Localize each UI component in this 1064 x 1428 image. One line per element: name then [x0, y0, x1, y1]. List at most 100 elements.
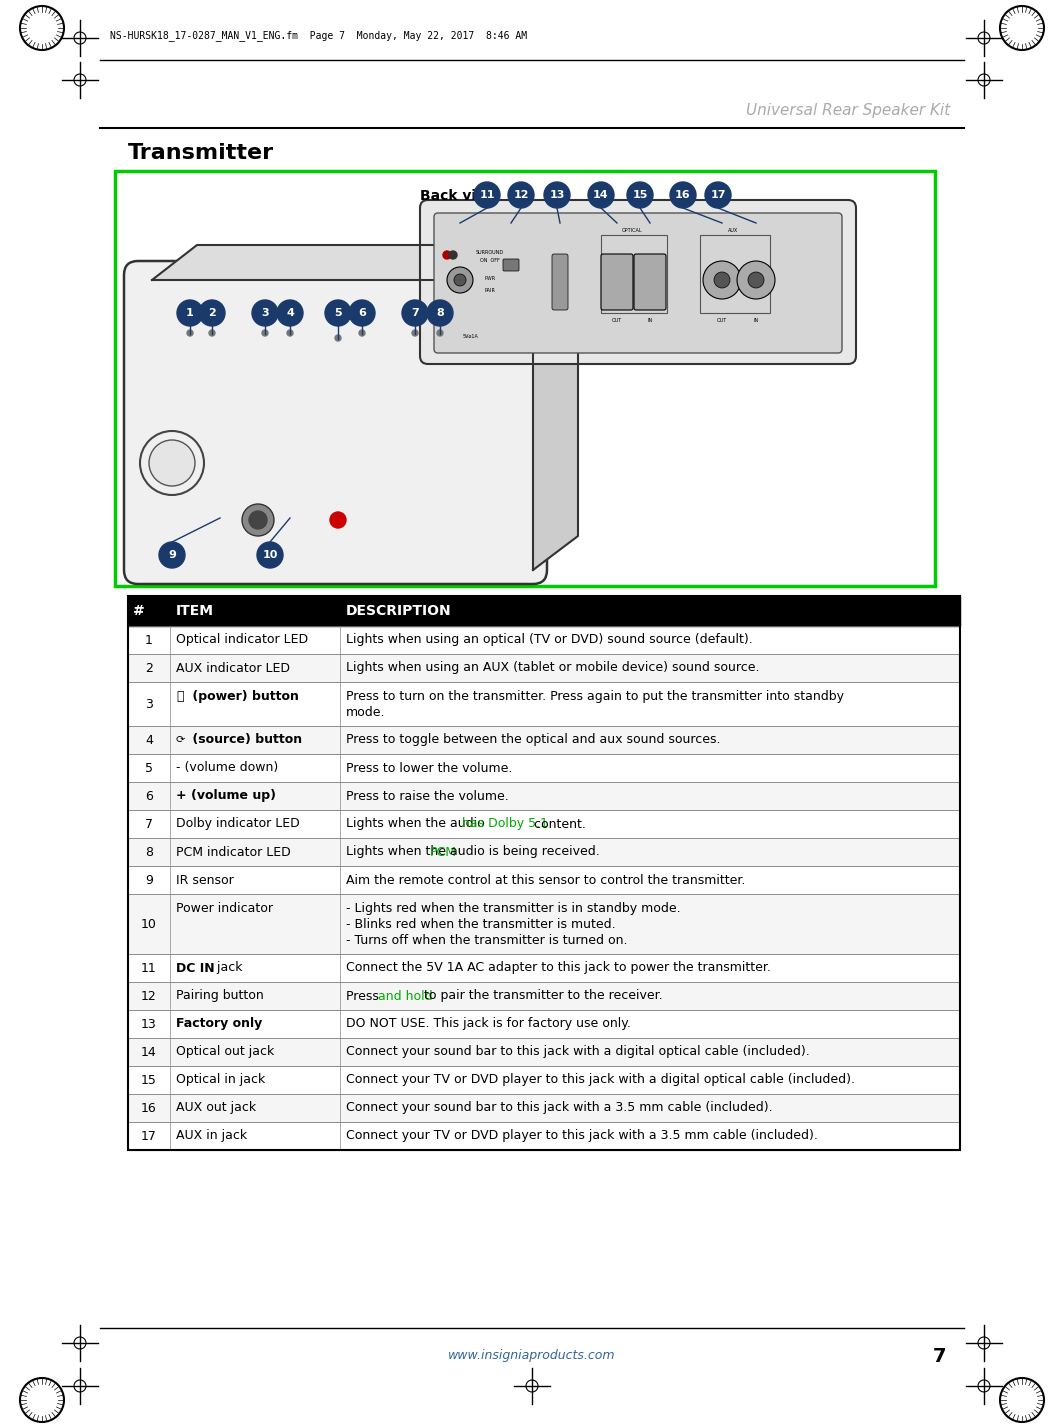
Text: 9: 9: [168, 550, 176, 560]
Text: - (volume down): - (volume down): [176, 761, 279, 774]
FancyBboxPatch shape: [634, 254, 666, 310]
Text: NS-HURSK18_17-0287_MAN_V1_ENG.fm  Page 7  Monday, May 22, 2017  8:46 AM: NS-HURSK18_17-0287_MAN_V1_ENG.fm Page 7 …: [110, 30, 527, 41]
Circle shape: [670, 181, 696, 208]
FancyBboxPatch shape: [128, 625, 960, 654]
Text: DO NOT USE. This jack is for factory use only.: DO NOT USE. This jack is for factory use…: [346, 1018, 631, 1031]
Circle shape: [199, 300, 225, 326]
Circle shape: [544, 181, 570, 208]
Text: Lights when the audio: Lights when the audio: [346, 817, 488, 831]
Text: OUT: OUT: [612, 317, 622, 323]
Circle shape: [588, 181, 614, 208]
Text: 5: 5: [145, 761, 153, 774]
Text: Pairing button: Pairing button: [176, 990, 264, 1002]
Text: IN: IN: [753, 317, 759, 323]
FancyBboxPatch shape: [601, 254, 633, 310]
Circle shape: [287, 330, 293, 336]
Text: Press: Press: [346, 990, 383, 1002]
Text: IN: IN: [647, 317, 652, 323]
Text: AUX out jack: AUX out jack: [176, 1101, 256, 1114]
Circle shape: [705, 181, 731, 208]
Text: Connect your sound bar to this jack with a digital optical cable (included).: Connect your sound bar to this jack with…: [346, 1045, 810, 1058]
Text: Aim the remote control at this sensor to control the transmitter.: Aim the remote control at this sensor to…: [346, 874, 746, 887]
FancyBboxPatch shape: [420, 200, 857, 364]
Circle shape: [402, 300, 428, 326]
Text: Press to lower the volume.: Press to lower the volume.: [346, 761, 513, 774]
Text: 4: 4: [145, 734, 153, 747]
Text: PAIR: PAIR: [484, 287, 496, 293]
Text: 1: 1: [186, 308, 194, 318]
FancyBboxPatch shape: [128, 683, 960, 725]
Text: Lights when using an AUX (tablet or mobile device) sound source.: Lights when using an AUX (tablet or mobi…: [346, 661, 760, 674]
Text: Connect your sound bar to this jack with a 3.5 mm cable (included).: Connect your sound bar to this jack with…: [346, 1101, 772, 1114]
Text: Power indicator: Power indicator: [176, 902, 273, 915]
Text: and hold: and hold: [378, 990, 432, 1002]
Text: 14: 14: [142, 1045, 156, 1058]
Circle shape: [748, 271, 764, 288]
Text: 2: 2: [209, 308, 216, 318]
FancyBboxPatch shape: [128, 865, 960, 894]
FancyBboxPatch shape: [552, 254, 568, 310]
Text: AUX indicator LED: AUX indicator LED: [176, 661, 290, 674]
Polygon shape: [533, 280, 578, 570]
Text: 13: 13: [142, 1018, 156, 1031]
Circle shape: [443, 251, 451, 258]
FancyBboxPatch shape: [124, 261, 547, 584]
Circle shape: [349, 300, 375, 326]
Text: OUT: OUT: [717, 317, 727, 323]
Polygon shape: [152, 246, 578, 280]
FancyBboxPatch shape: [128, 654, 960, 683]
Circle shape: [703, 261, 741, 298]
Text: - Turns off when the transmitter is turned on.: - Turns off when the transmitter is turn…: [346, 934, 628, 947]
Text: 15: 15: [632, 190, 648, 200]
Text: 10: 10: [263, 550, 278, 560]
Text: Connect the 5V 1A AC adapter to this jack to power the transmitter.: Connect the 5V 1A AC adapter to this jac…: [346, 961, 771, 974]
Text: PCM: PCM: [430, 845, 458, 858]
Text: 16: 16: [142, 1101, 156, 1114]
Circle shape: [325, 300, 351, 326]
Circle shape: [508, 181, 534, 208]
FancyBboxPatch shape: [128, 1065, 960, 1094]
Circle shape: [427, 300, 453, 326]
Text: Universal Rear Speaker Kit: Universal Rear Speaker Kit: [746, 103, 950, 117]
Text: jack: jack: [213, 961, 243, 974]
Text: 7: 7: [411, 308, 419, 318]
Text: PWR: PWR: [484, 276, 496, 280]
Text: #: #: [133, 604, 145, 618]
Text: 2: 2: [145, 661, 153, 674]
Text: 8: 8: [145, 845, 153, 858]
Text: Back view: Back view: [420, 188, 498, 203]
FancyBboxPatch shape: [115, 171, 935, 585]
Text: 4: 4: [286, 308, 294, 318]
Text: DC IN: DC IN: [176, 961, 215, 974]
Circle shape: [412, 330, 418, 336]
Text: OPTICAL: OPTICAL: [621, 227, 643, 233]
Text: 5: 5: [334, 308, 342, 318]
Circle shape: [449, 251, 458, 258]
Text: IR sensor: IR sensor: [176, 874, 234, 887]
Text: 17: 17: [142, 1130, 156, 1142]
FancyBboxPatch shape: [128, 1122, 960, 1150]
Text: (source) button: (source) button: [188, 734, 302, 747]
Text: 7: 7: [145, 817, 153, 831]
Circle shape: [737, 261, 775, 298]
Text: 12: 12: [142, 990, 156, 1002]
Circle shape: [447, 267, 473, 293]
Circle shape: [627, 181, 653, 208]
Circle shape: [209, 330, 215, 336]
Circle shape: [177, 300, 203, 326]
Text: audio is being received.: audio is being received.: [446, 845, 599, 858]
Circle shape: [335, 336, 340, 341]
Text: mode.: mode.: [346, 705, 385, 720]
Text: 7: 7: [933, 1347, 947, 1365]
Circle shape: [714, 271, 730, 288]
FancyBboxPatch shape: [128, 783, 960, 810]
Text: Optical out jack: Optical out jack: [176, 1045, 275, 1058]
Text: 13: 13: [549, 190, 565, 200]
Circle shape: [262, 330, 268, 336]
FancyBboxPatch shape: [503, 258, 519, 271]
Circle shape: [252, 300, 278, 326]
Text: ⟳: ⟳: [176, 735, 185, 745]
Text: 1: 1: [145, 634, 153, 647]
Text: 15: 15: [142, 1074, 156, 1087]
Circle shape: [149, 440, 195, 486]
